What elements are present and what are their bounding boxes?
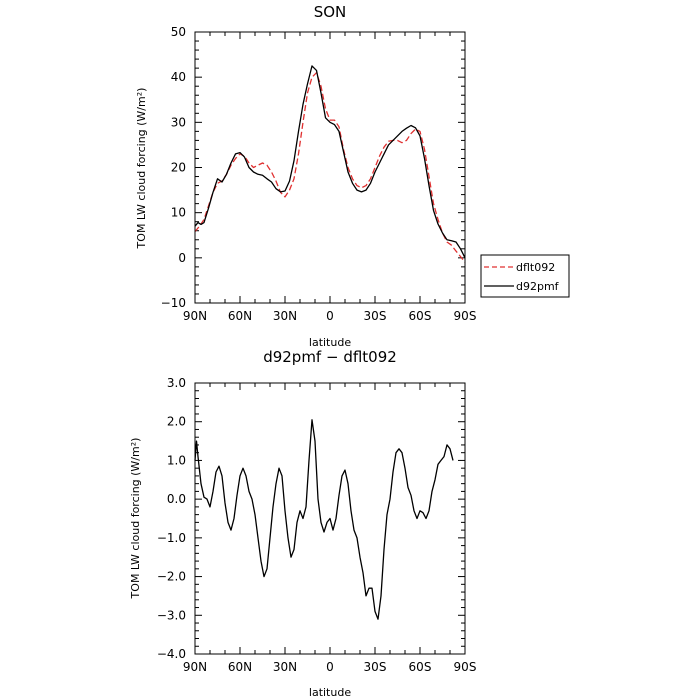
panel-top: SON TOM LW cloud forcing (W/m²) latitude… (135, 3, 570, 349)
bottom-x-axis-label: latitude (309, 686, 351, 699)
top-x-tick-label: 90S (454, 309, 477, 323)
top-series-line-dflt092 (194, 72, 466, 263)
bottom-y-tick-label: −1.0 (157, 531, 186, 545)
bottom-y-tick-label: 1.0 (167, 453, 186, 467)
bottom-series-line-series-0 (194, 419, 454, 620)
top-y-tick-label: 40 (171, 70, 186, 84)
top-plot-frame (194, 31, 466, 304)
top-x-tick-label: 60S (409, 309, 432, 323)
bottom-x-tick-label: 60S (409, 660, 432, 674)
top-y-tick-label: −10 (161, 296, 186, 310)
top-y-tick-label: 0 (178, 251, 186, 265)
top-series-line-d92pmf (194, 65, 466, 259)
bottom-y-tick-label: −4.0 (157, 647, 186, 661)
bottom-x-tick-label: 30N (273, 660, 297, 674)
bottom-series-lines (194, 419, 454, 620)
legend-label-dflt092: dflt092 (516, 261, 555, 274)
top-x-tick-label: 60N (228, 309, 252, 323)
bottom-y-tick-label: 0.0 (167, 492, 186, 506)
bottom-x-tick-label: 90N (183, 660, 207, 674)
bottom-tick-labels: 90N 60N 30N 0 30S 60S 90S −4.0 −3.0 −2.0 −1.0 0.0 1.… (157, 376, 477, 674)
top-series-lines (194, 65, 466, 263)
top-x-tick-label: 0 (326, 309, 334, 323)
legend: dflt092 d92pmf (480, 254, 570, 298)
top-y-tick-label: 30 (171, 115, 186, 129)
top-ticks (194, 31, 466, 304)
top-x-tick-label: 30N (273, 309, 297, 323)
bottom-y-tick-label: −2.0 (157, 570, 186, 584)
bottom-y-axis-label: TOM LW cloud forcing (W/m²) (129, 438, 142, 600)
bottom-chart-title: d92pmf − dflt092 (263, 348, 397, 366)
top-y-tick-label: 20 (171, 161, 186, 175)
top-x-tick-label: 90N (183, 309, 207, 323)
top-y-tick-label: 10 (171, 206, 186, 220)
bottom-x-tick-label: 60N (228, 660, 252, 674)
legend-label-d92pmf: d92pmf (516, 280, 560, 293)
bottom-x-tick-label: 90S (454, 660, 477, 674)
bottom-y-tick-label: 3.0 (167, 376, 186, 390)
top-y-axis-label: TOM LW cloud forcing (W/m²) (135, 88, 148, 250)
legend-box (480, 254, 570, 298)
top-tick-labels: 90N 60N 30N 0 30S 60S 90S −10 0 10 20 30 40 50 (161, 25, 477, 323)
bottom-y-tick-label: 2.0 (167, 415, 186, 429)
top-x-axis-label: latitude (309, 336, 351, 349)
top-y-tick-label: 50 (171, 25, 186, 39)
bottom-x-tick-label: 0 (326, 660, 334, 674)
panel-bottom: d92pmf − dflt092 TOM LW cloud forcing (W… (129, 348, 476, 699)
top-chart-title: SON (314, 3, 347, 21)
bottom-y-tick-label: −3.0 (157, 608, 186, 622)
bottom-plot-frame (194, 382, 466, 655)
bottom-x-tick-label: 30S (364, 660, 387, 674)
top-x-tick-label: 30S (364, 309, 387, 323)
